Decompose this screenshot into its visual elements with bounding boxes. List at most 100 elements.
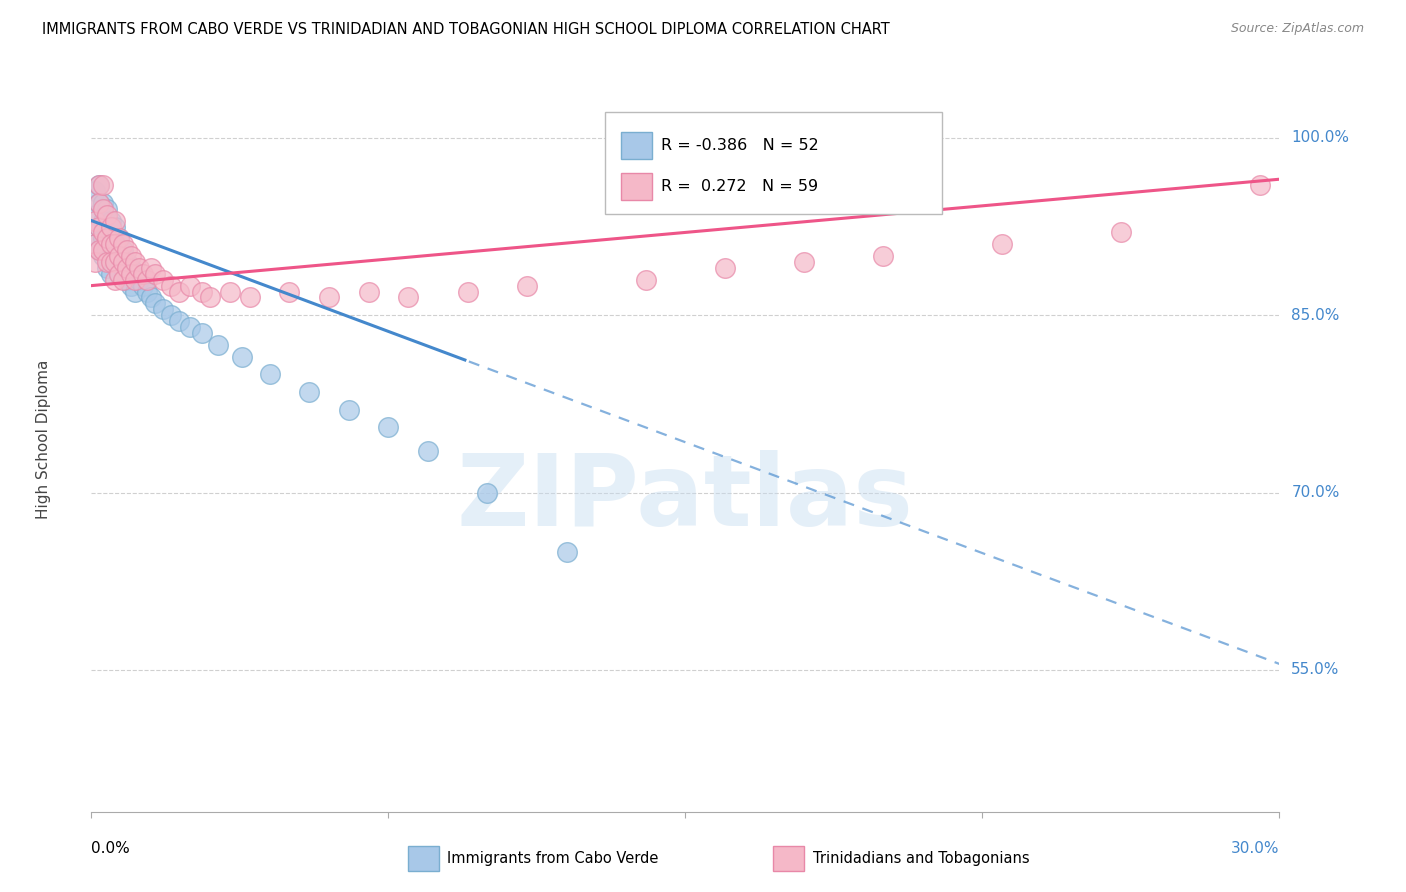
Point [112, 237, 135, 252]
Point [104, 255, 127, 269]
Point [516, 278, 538, 293]
Point [167, 285, 190, 299]
Point [124, 273, 146, 287]
Point [124, 267, 146, 281]
Point [84, 237, 107, 252]
Point [259, 368, 281, 382]
Point [139, 260, 162, 275]
Text: 70.0%: 70.0% [1291, 485, 1340, 500]
Point [112, 273, 135, 287]
Point [89, 219, 111, 234]
Point [108, 231, 131, 245]
Point [167, 314, 190, 328]
Point [89, 195, 111, 210]
Point [84, 184, 107, 198]
Point [96, 202, 118, 216]
Point [89, 195, 111, 210]
Point [108, 267, 131, 281]
Point [89, 178, 111, 193]
Text: R =  0.272   N = 59: R = 0.272 N = 59 [661, 178, 818, 194]
Point [84, 213, 107, 227]
Point [239, 290, 262, 304]
Point [139, 290, 162, 304]
Point [991, 237, 1014, 252]
Point [128, 260, 150, 275]
Point [477, 485, 499, 500]
Point [191, 285, 214, 299]
Point [96, 260, 118, 275]
Point [318, 290, 340, 304]
Point [89, 219, 111, 234]
Point [96, 226, 118, 240]
Point [231, 350, 253, 364]
Point [100, 219, 122, 234]
Point [191, 326, 214, 340]
Point [108, 267, 131, 281]
Point [89, 243, 111, 257]
Text: Trinidadians and Tobagonians: Trinidadians and Tobagonians [813, 851, 1029, 865]
Point [96, 255, 118, 269]
Point [108, 249, 131, 263]
Text: 85.0%: 85.0% [1291, 308, 1340, 323]
Point [91, 202, 114, 216]
Point [132, 278, 155, 293]
Point [91, 226, 114, 240]
Point [100, 231, 122, 245]
Point [298, 384, 321, 399]
Point [135, 285, 157, 299]
Point [457, 285, 479, 299]
Point [207, 337, 229, 351]
Point [120, 267, 142, 281]
Point [91, 249, 114, 263]
Point [120, 249, 142, 263]
Point [104, 237, 127, 252]
Point [219, 285, 242, 299]
Point [104, 219, 127, 234]
Point [96, 208, 118, 222]
Point [200, 290, 222, 304]
Point [91, 213, 114, 227]
Point [100, 237, 122, 252]
Point [1109, 226, 1132, 240]
Point [128, 273, 150, 287]
Point [152, 273, 174, 287]
Point [337, 402, 360, 417]
Point [143, 267, 166, 281]
Point [115, 260, 138, 275]
Point [120, 260, 142, 275]
Point [112, 260, 135, 275]
Point [124, 255, 146, 269]
Point [108, 231, 131, 245]
Text: Immigrants from Cabo Verde: Immigrants from Cabo Verde [447, 851, 658, 865]
Point [714, 260, 737, 275]
Point [91, 178, 114, 193]
Point [84, 237, 107, 252]
Point [634, 273, 657, 287]
Point [793, 255, 815, 269]
Text: R = -0.386   N = 52: R = -0.386 N = 52 [661, 137, 818, 153]
Point [108, 249, 131, 263]
Text: 0.0%: 0.0% [91, 841, 131, 856]
Point [179, 320, 201, 334]
Point [1249, 178, 1271, 193]
Point [159, 278, 181, 293]
Point [91, 231, 114, 245]
Text: ZIPatlas: ZIPatlas [457, 450, 914, 548]
Point [120, 278, 142, 293]
Point [416, 444, 439, 458]
Point [84, 255, 107, 269]
Point [278, 285, 301, 299]
Point [872, 249, 894, 263]
Text: IMMIGRANTS FROM CABO VERDE VS TRINIDADIAN AND TOBAGONIAN HIGH SCHOOL DIPLOMA COR: IMMIGRANTS FROM CABO VERDE VS TRINIDADIA… [42, 22, 890, 37]
Point [377, 420, 399, 434]
Point [104, 273, 127, 287]
Point [96, 243, 118, 257]
Text: High School Diploma: High School Diploma [37, 359, 52, 519]
Point [112, 255, 135, 269]
Point [91, 243, 114, 257]
Point [112, 243, 135, 257]
Point [357, 285, 380, 299]
Text: 100.0%: 100.0% [1291, 130, 1350, 145]
Point [143, 296, 166, 310]
Point [115, 243, 138, 257]
